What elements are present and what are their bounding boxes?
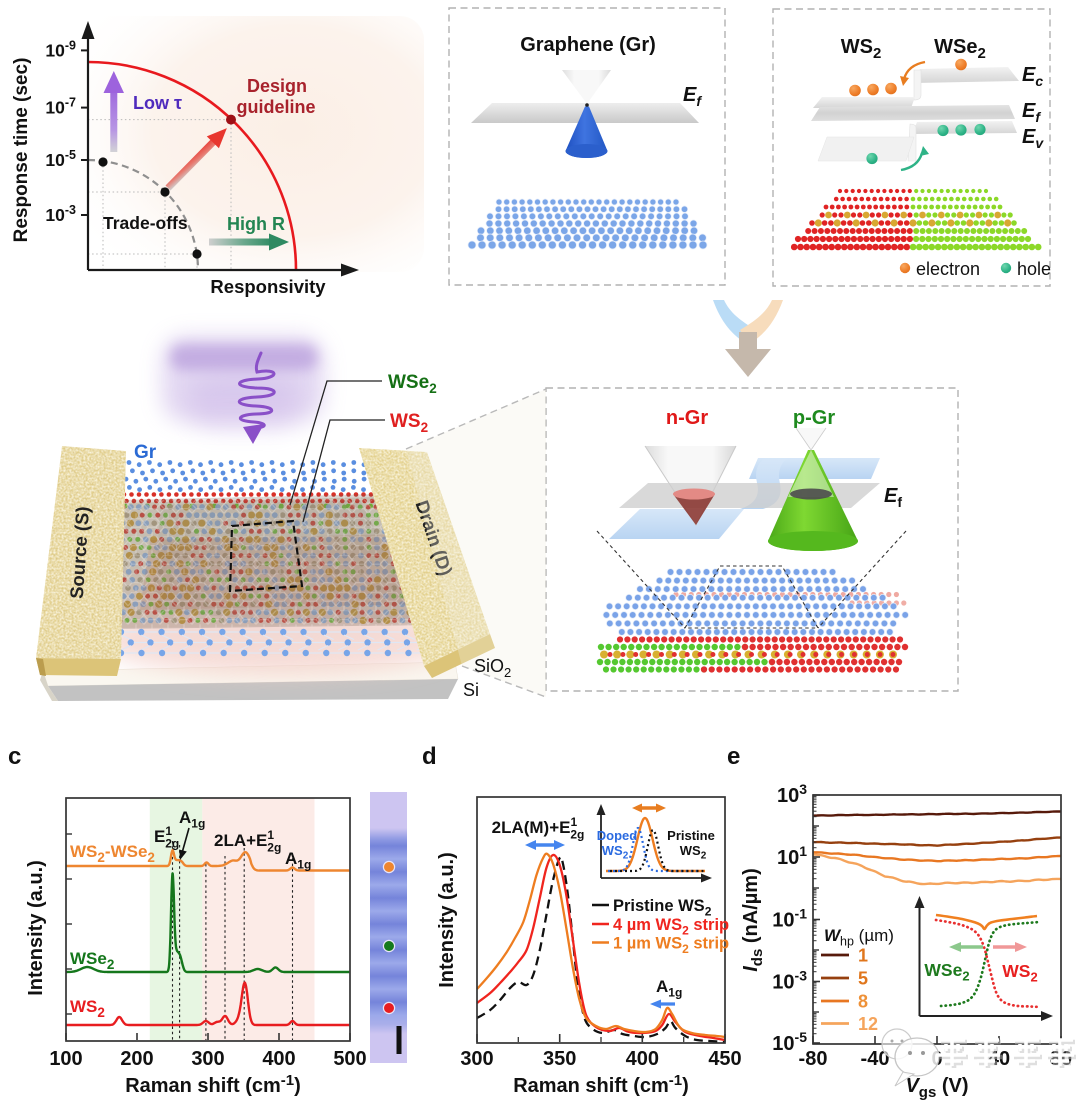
svg-text:WSe2: WSe2 [388, 372, 437, 396]
svg-text:400: 400 [262, 1048, 295, 1070]
svg-text:1 µm WS2 strip: 1 µm WS2 strip [613, 935, 729, 957]
svg-text:d: d [422, 743, 437, 770]
svg-text:300: 300 [191, 1048, 224, 1070]
svg-text:Intensity (a.u.): Intensity (a.u.) [436, 852, 458, 988]
svg-text:12: 12 [858, 1014, 878, 1034]
svg-text:Response time (sec): Response time (sec) [11, 58, 32, 243]
svg-text:350: 350 [543, 1048, 576, 1070]
svg-text:400: 400 [626, 1048, 659, 1070]
svg-text:WS2-WSe2: WS2-WSe2 [70, 842, 155, 865]
svg-text:WSe2: WSe2 [70, 949, 114, 972]
svg-text:electron: electron [916, 259, 980, 279]
svg-text:Responsivity: Responsivity [210, 276, 326, 297]
svg-text:WS2: WS2 [602, 843, 629, 862]
svg-text:High R: High R [227, 214, 285, 234]
svg-text:WS2: WS2 [70, 997, 105, 1020]
svg-text:WSe2: WSe2 [934, 36, 986, 62]
svg-text:hole: hole [1017, 259, 1051, 279]
svg-text:100: 100 [49, 1048, 82, 1070]
svg-text:450: 450 [708, 1048, 741, 1070]
svg-text:e: e [727, 743, 740, 770]
svg-text:WSe2: WSe2 [924, 960, 969, 984]
svg-text:-40: -40 [861, 1048, 890, 1070]
svg-text:Whp (µm): Whp (µm) [824, 926, 894, 949]
svg-text:Pristine WS2: Pristine WS2 [613, 897, 712, 919]
svg-text:Gr: Gr [134, 442, 157, 463]
svg-text:5: 5 [858, 969, 868, 989]
svg-text:4 µm WS2 strip: 4 µm WS2 strip [613, 916, 729, 938]
svg-text:p-Gr: p-Gr [793, 407, 835, 429]
svg-text:200: 200 [120, 1048, 153, 1070]
svg-text:Low τ: Low τ [133, 93, 182, 113]
svg-text:Ids (nA/µm): Ids (nA/µm) [740, 868, 766, 971]
svg-text:n-Gr: n-Gr [666, 407, 708, 429]
svg-text:Raman shift (cm-1): Raman shift (cm-1) [513, 1072, 689, 1097]
svg-text:Si: Si [463, 680, 479, 700]
svg-text:300: 300 [460, 1048, 493, 1070]
svg-text:Vgs (V): Vgs (V) [905, 1075, 968, 1101]
svg-text:WS2: WS2 [680, 843, 707, 862]
svg-text:500: 500 [333, 1048, 366, 1070]
svg-text:Pristine: Pristine [667, 828, 715, 843]
svg-text:-80: -80 [799, 1048, 828, 1070]
svg-text:10-1: 10-1 [772, 906, 807, 932]
svg-text:WS2: WS2 [1002, 961, 1037, 985]
svg-text:8: 8 [858, 992, 868, 1012]
svg-text:Trade-offs: Trade-offs [103, 213, 188, 233]
svg-text:10-3: 10-3 [772, 968, 807, 994]
svg-text:Intensity (a.u.): Intensity (a.u.) [25, 860, 47, 996]
svg-text:Design: Design [247, 76, 307, 96]
svg-text:guideline: guideline [236, 97, 315, 117]
svg-text:1: 1 [858, 946, 868, 966]
svg-text:Doped: Doped [597, 828, 638, 843]
svg-text:Graphene (Gr): Graphene (Gr) [520, 34, 656, 56]
svg-text:Raman shift (cm-1): Raman shift (cm-1) [125, 1072, 301, 1097]
svg-text:c: c [8, 743, 21, 770]
